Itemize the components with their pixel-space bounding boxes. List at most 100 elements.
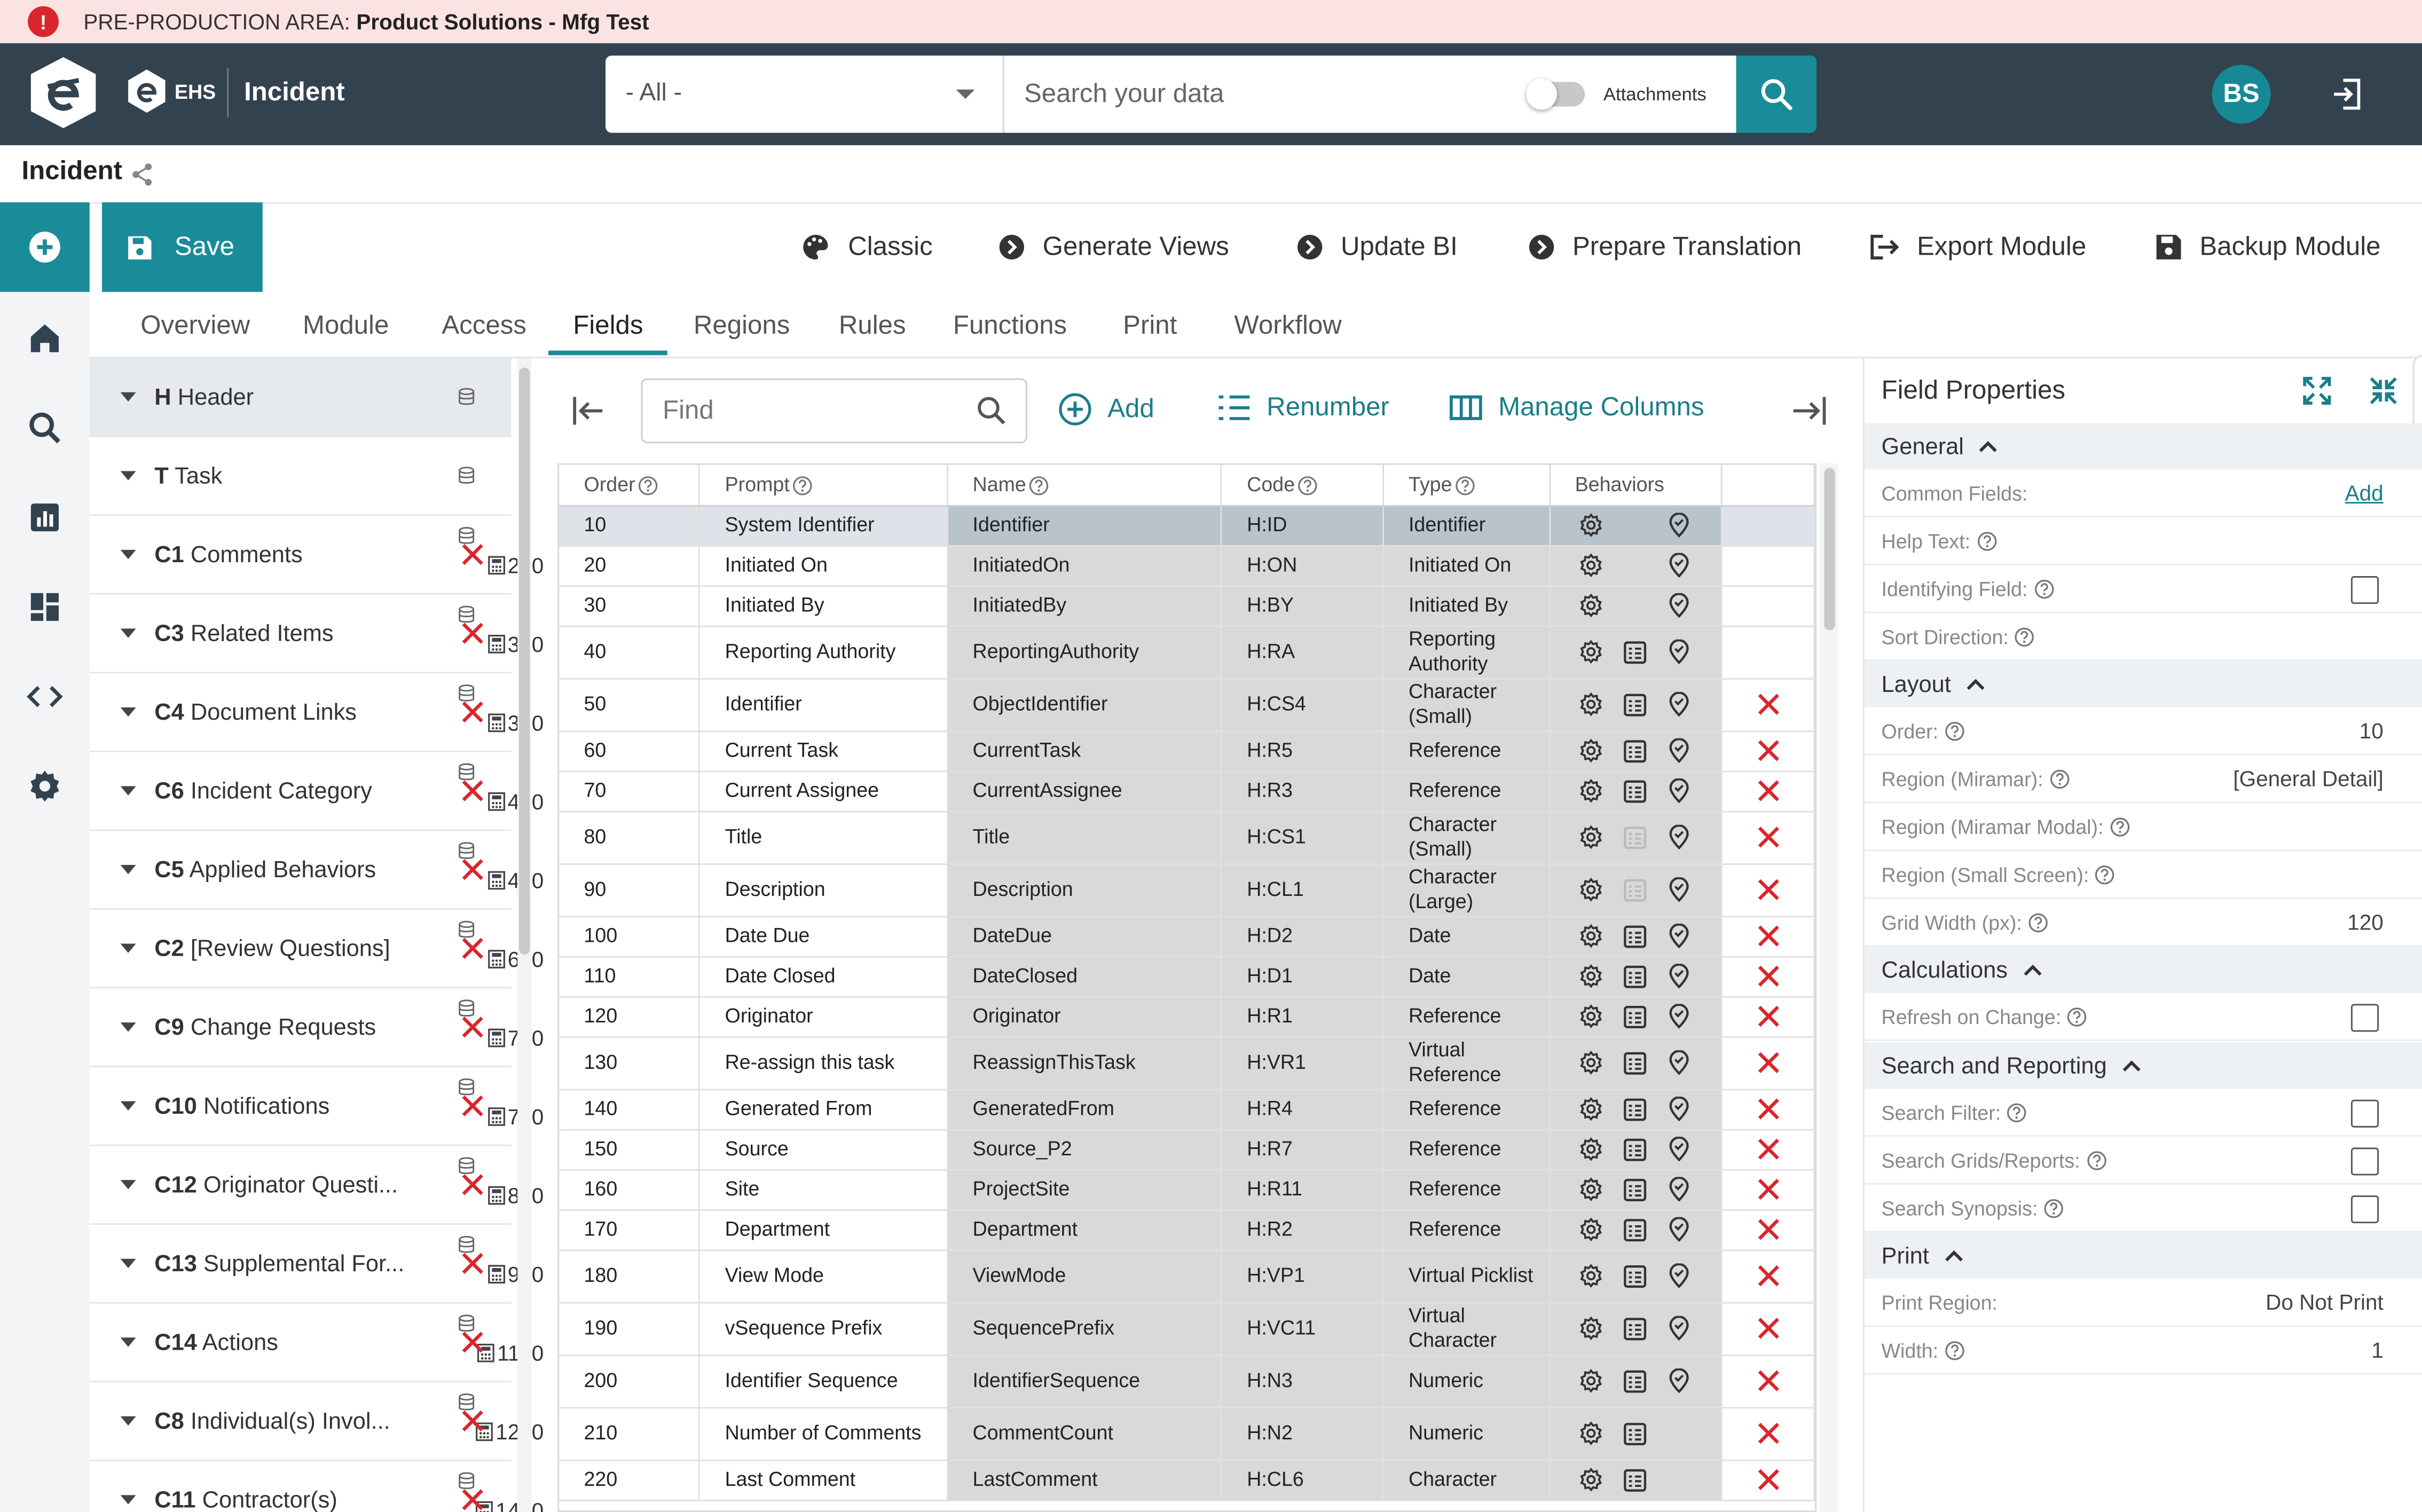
grid-width-value[interactable]: 120 bbox=[2347, 909, 2384, 935]
gear-icon[interactable] bbox=[1578, 1097, 1623, 1122]
column-header-behaviors[interactable]: Behaviors bbox=[1549, 464, 1723, 506]
gear-icon[interactable] bbox=[1578, 553, 1623, 578]
delete-field-icon[interactable] bbox=[1756, 924, 1780, 949]
help-icon[interactable] bbox=[638, 476, 658, 497]
location-pin-icon[interactable] bbox=[1668, 1137, 1712, 1162]
location-pin-icon[interactable] bbox=[1668, 553, 1712, 578]
gear-icon[interactable] bbox=[1578, 924, 1623, 949]
table-row[interactable]: 220 Last Comment LastComment H:CL6 Character bbox=[559, 1459, 1815, 1501]
user-avatar[interactable]: BS bbox=[2212, 65, 2271, 124]
help-icon[interactable] bbox=[2015, 626, 2035, 647]
print-width-value[interactable]: 1 bbox=[2371, 1337, 2384, 1363]
delete-section-icon[interactable] bbox=[460, 936, 485, 960]
chevron-down-icon[interactable] bbox=[120, 943, 136, 953]
form-icon[interactable] bbox=[1623, 739, 1668, 762]
help-icon[interactable] bbox=[2095, 864, 2116, 885]
chevron-down-icon[interactable] bbox=[120, 786, 136, 796]
table-row[interactable]: 180 View Mode ViewMode H:VP1 Virtual Picklis… bbox=[559, 1249, 1815, 1303]
delete-field-icon[interactable] bbox=[1756, 1421, 1780, 1446]
chevron-down-icon[interactable] bbox=[120, 707, 136, 717]
add-field-button[interactable]: Add bbox=[1058, 392, 1154, 427]
tab-overview[interactable]: Overview bbox=[140, 310, 250, 340]
help-icon[interactable] bbox=[2086, 1150, 2106, 1170]
chevron-down-icon[interactable] bbox=[120, 1258, 136, 1269]
delete-field-icon[interactable] bbox=[1756, 1317, 1780, 1341]
form-icon[interactable] bbox=[1623, 1138, 1668, 1161]
manage-columns-button[interactable]: Manage Columns bbox=[1449, 392, 1704, 423]
gear-icon[interactable] bbox=[1578, 692, 1623, 717]
table-row[interactable]: 200 Identifier Sequence IdentifierSequence… bbox=[559, 1354, 1815, 1408]
location-pin-icon[interactable] bbox=[1668, 738, 1712, 763]
delete-section-icon[interactable] bbox=[460, 1015, 485, 1040]
layout-section-header[interactable]: Layout bbox=[1864, 661, 2422, 707]
location-pin-icon[interactable] bbox=[1668, 1368, 1712, 1394]
delete-field-icon[interactable] bbox=[1756, 1051, 1780, 1075]
section-item[interactable]: C3 Related Items360 bbox=[89, 595, 544, 674]
delete-field-icon[interactable] bbox=[1756, 1217, 1780, 1242]
collapse-right-icon[interactable] bbox=[1790, 394, 1827, 428]
location-pin-icon[interactable] bbox=[1668, 964, 1712, 989]
help-icon[interactable] bbox=[2034, 578, 2054, 598]
gear-icon[interactable] bbox=[1578, 779, 1623, 804]
help-icon[interactable] bbox=[2028, 912, 2048, 932]
form-icon[interactable] bbox=[1623, 826, 1668, 849]
section-item[interactable]: C4 Document Links370 bbox=[89, 673, 544, 752]
order-value[interactable]: 10 bbox=[2359, 718, 2384, 743]
column-header-order[interactable]: Order bbox=[559, 464, 701, 506]
print-region-value[interactable]: Do Not Print bbox=[2266, 1289, 2384, 1314]
reports-icon[interactable] bbox=[26, 499, 63, 536]
save-button[interactable]: Save bbox=[101, 202, 263, 292]
gear-icon[interactable] bbox=[1578, 1421, 1623, 1446]
location-pin-icon[interactable] bbox=[1668, 1264, 1712, 1289]
chevron-down-icon[interactable] bbox=[120, 1022, 136, 1032]
help-icon[interactable] bbox=[1455, 476, 1475, 497]
location-pin-icon[interactable] bbox=[1668, 877, 1712, 903]
section-item[interactable]: C13 Supplemental For...970 bbox=[89, 1225, 544, 1304]
column-header-type[interactable]: Type bbox=[1383, 464, 1551, 506]
table-row[interactable]: 190 vSequence Prefix SequencePrefix H:VC11 V… bbox=[559, 1302, 1815, 1356]
table-row[interactable]: 50 Identifier ObjectIdentifier H:CS4 Charact… bbox=[559, 678, 1815, 731]
dashboard-icon[interactable] bbox=[26, 588, 63, 625]
delete-field-icon[interactable] bbox=[1756, 1369, 1780, 1393]
delete-field-icon[interactable] bbox=[1756, 878, 1780, 902]
delete-section-icon[interactable] bbox=[460, 1408, 485, 1433]
chevron-down-icon[interactable] bbox=[120, 1495, 136, 1505]
table-row[interactable]: 150 Source Source_P2 H:R7 Reference bbox=[559, 1129, 1815, 1170]
location-pin-icon[interactable] bbox=[1668, 1217, 1712, 1242]
gear-icon[interactable] bbox=[1578, 825, 1623, 850]
search-button[interactable] bbox=[1736, 56, 1817, 133]
delete-section-icon[interactable] bbox=[460, 1251, 485, 1275]
delete-field-icon[interactable] bbox=[1756, 1137, 1780, 1162]
calculations-section-header[interactable]: Calculations bbox=[1864, 947, 2422, 994]
gear-icon[interactable] bbox=[1578, 1264, 1623, 1288]
chevron-down-icon[interactable] bbox=[120, 471, 136, 481]
attachments-toggle[interactable] bbox=[1526, 78, 1585, 110]
table-row[interactable]: 20 Initiated On InitiatedOn H:ON Initiated O… bbox=[559, 545, 1815, 586]
delete-section-icon[interactable] bbox=[460, 1487, 485, 1512]
section-item[interactable]: C2 [Review Questions]680 bbox=[89, 910, 544, 989]
form-icon[interactable] bbox=[1623, 878, 1668, 902]
identifying-field-checkbox[interactable] bbox=[2350, 576, 2379, 604]
form-icon[interactable] bbox=[1623, 925, 1668, 948]
location-pin-icon[interactable] bbox=[1668, 1177, 1712, 1202]
help-icon[interactable] bbox=[2049, 768, 2070, 789]
tab-access[interactable]: Access bbox=[442, 310, 526, 340]
search-grids-checkbox[interactable] bbox=[2350, 1147, 2379, 1176]
help-icon[interactable] bbox=[793, 476, 813, 497]
section-item[interactable]: C8 Individual(s) Invol...1250 bbox=[89, 1382, 544, 1461]
share-icon[interactable] bbox=[130, 162, 154, 187]
grid-scrollbar-track[interactable] bbox=[1819, 463, 1838, 1512]
general-section-header[interactable]: General bbox=[1864, 423, 2422, 470]
table-row[interactable]: 70 Current Assignee CurrentAssignee H:R3 Ref… bbox=[559, 770, 1815, 812]
delete-section-icon[interactable] bbox=[460, 1330, 485, 1354]
location-pin-icon[interactable] bbox=[1668, 640, 1712, 665]
form-icon[interactable] bbox=[1623, 965, 1668, 988]
home-icon[interactable] bbox=[26, 320, 63, 357]
form-icon[interactable] bbox=[1623, 1098, 1668, 1121]
search-reporting-section-header[interactable]: Search and Reporting bbox=[1864, 1042, 2422, 1089]
column-header-prompt[interactable]: Prompt bbox=[699, 464, 948, 506]
tab-workflow[interactable]: Workflow bbox=[1234, 310, 1342, 340]
location-pin-icon[interactable] bbox=[1668, 825, 1712, 850]
table-row[interactable]: 120 Originator Originator H:R1 Reference bbox=[559, 996, 1815, 1037]
chevron-down-icon[interactable] bbox=[120, 1180, 136, 1190]
